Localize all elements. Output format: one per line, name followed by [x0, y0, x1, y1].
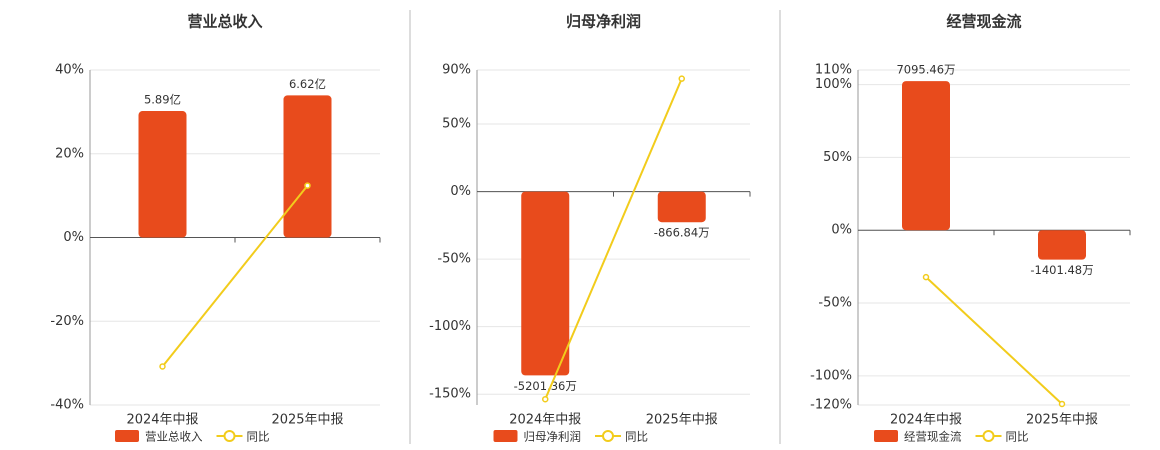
y-tick-label: 50% — [442, 117, 471, 132]
bar — [902, 81, 950, 231]
value-label: 5.89亿 — [144, 93, 181, 107]
value-label: 6.62亿 — [289, 77, 326, 91]
x-tick-label: 2024年中报 — [126, 413, 198, 428]
bar — [521, 191, 570, 376]
bar — [283, 95, 332, 238]
x-tick-label: 2025年中报 — [646, 413, 718, 428]
y-tick-label: 50% — [823, 150, 852, 165]
legend-marker — [602, 430, 614, 442]
bar — [138, 111, 187, 238]
value-label: -866.84万 — [654, 226, 710, 240]
y-tick-label: 100% — [815, 77, 852, 92]
x-tick-label: 2024年中报 — [890, 413, 962, 428]
legend-label: 归母净利润 — [524, 430, 582, 444]
y-tick-label: -120% — [810, 398, 852, 413]
y-tick-label: 0% — [450, 184, 471, 199]
legend-swatch — [493, 430, 518, 442]
y-tick-label: -20% — [50, 314, 84, 329]
y-tick-label: 0% — [831, 223, 852, 238]
bar — [1038, 230, 1086, 260]
y-tick-label: 0% — [63, 230, 84, 245]
legend-label: 同比 — [625, 430, 648, 444]
legend-label: 经营现金流 — [904, 430, 962, 444]
chart-title: 归母净利润 — [566, 13, 641, 31]
line-point — [159, 363, 166, 370]
y-tick-label: -100% — [429, 319, 471, 334]
y-tick-label: 40% — [55, 63, 84, 78]
y-tick-label: 20% — [55, 146, 84, 161]
x-tick-label: 2024年中报 — [509, 413, 581, 428]
line-point — [678, 75, 685, 82]
value-label: -1401.48万 — [1030, 263, 1093, 277]
y-tick-label: -40% — [50, 398, 84, 413]
line-point — [304, 182, 311, 189]
legend-swatch — [874, 430, 898, 442]
chart-title: 经营现金流 — [946, 13, 1021, 31]
chart-title: 营业总收入 — [187, 13, 262, 31]
line — [161, 184, 309, 368]
y-tick-label: -150% — [429, 387, 471, 402]
bar — [657, 191, 706, 223]
legend-marker — [982, 430, 995, 442]
y-tick-label: 110% — [815, 63, 852, 78]
value-label: -5201.36万 — [514, 379, 577, 393]
line — [544, 78, 683, 400]
line-point — [1058, 400, 1066, 408]
value-label: 7095.46万 — [896, 63, 955, 77]
legend-label: 同比 — [1006, 430, 1029, 444]
line-point — [922, 273, 930, 281]
legend-label: 同比 — [247, 430, 270, 444]
y-tick-label: -100% — [810, 368, 852, 383]
legend-label: 营业总收入 — [145, 430, 203, 444]
line — [925, 276, 1063, 405]
x-tick-label: 2025年中报 — [271, 413, 343, 428]
x-tick-label: 2025年中报 — [1026, 413, 1098, 428]
y-tick-label: -50% — [818, 296, 852, 311]
legend-swatch — [115, 430, 139, 442]
y-tick-label: 90% — [442, 63, 471, 78]
line-point — [542, 395, 549, 403]
legend-marker — [223, 430, 236, 442]
y-tick-label: -50% — [437, 252, 471, 267]
